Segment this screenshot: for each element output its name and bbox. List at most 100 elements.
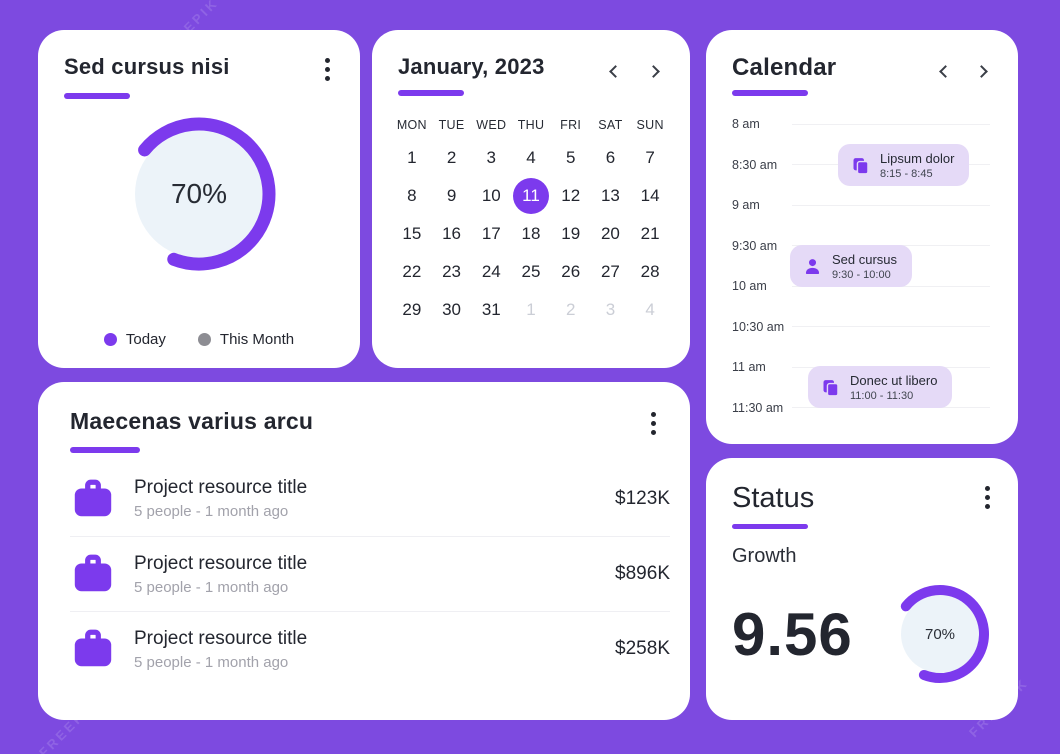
calendar-day[interactable]: 28 (640, 262, 660, 281)
time-label: 9 am (732, 198, 760, 213)
calendar-day[interactable]: 6 (605, 148, 616, 167)
briefcase-icon (74, 554, 112, 592)
title-accent-bar (732, 90, 808, 96)
calendar-day[interactable]: 22 (402, 262, 422, 281)
timeline-row: 9 am (706, 185, 1018, 226)
timeline-row: 8 am (706, 104, 1018, 145)
calendar-day[interactable]: 16 (442, 224, 462, 243)
time-label: 10 am (732, 279, 767, 294)
calendar-day[interactable]: 31 (481, 300, 501, 319)
calendar-day[interactable]: 9 (446, 186, 457, 205)
calendar-day[interactable]: 26 (561, 262, 581, 281)
project-value: $896K (615, 563, 670, 584)
calendar-day[interactable]: 21 (640, 224, 660, 243)
time-label: 10:30 am (732, 319, 785, 334)
chart-legend: Today This Month (38, 331, 360, 348)
project-subtitle: 5 people - 1 month ago (134, 578, 289, 596)
calendar-day[interactable]: 17 (481, 224, 501, 243)
title-accent-bar (732, 524, 808, 529)
project-title: Project resource title (134, 552, 308, 574)
calendar-day[interactable]: 23 (442, 262, 462, 281)
weekday-label: FRI (560, 118, 582, 132)
calendar-day[interactable]: 8 (407, 186, 417, 205)
copy-icon (853, 157, 869, 175)
kebab-menu-icon[interactable] (647, 408, 660, 439)
calendar-day-selected[interactable]: 11 (512, 178, 549, 214)
chevron-right-icon (974, 64, 988, 78)
calendar-day[interactable]: 15 (402, 224, 422, 243)
calendar-event[interactable]: Sed cursus 9:30 - 10:00 (790, 245, 913, 287)
timeline-row: 10:30 am (706, 307, 1018, 348)
copy-icon (823, 379, 839, 397)
time-gridline (792, 326, 990, 328)
chevron-right-icon (646, 64, 660, 78)
event-title: Donec ut libero (850, 372, 938, 388)
month-grid: 1 2 3 4 5 6 7 8 9 10 11 12 13 14 15 16 17 18 19 20 21 22 23 24 2… (372, 140, 690, 328)
calendar-day[interactable]: 29 (402, 300, 422, 319)
weekday-label: SUN (636, 118, 664, 132)
calendar-day[interactable]: 30 (442, 300, 462, 319)
project-list: Project resource title 5 people - 1 mont… (70, 461, 670, 686)
card-title: January, 2023 (398, 54, 545, 79)
project-row[interactable]: Project resource title 5 people - 1 mont… (70, 536, 670, 611)
calendar-day[interactable]: 12 (561, 186, 581, 205)
calendar-day[interactable]: 1 (407, 148, 417, 167)
calendar-day[interactable]: 7 (645, 148, 655, 167)
weekday-label: MON (396, 118, 427, 132)
briefcase-icon (74, 479, 112, 516)
time-label: 8 am (732, 117, 760, 132)
calendar-day[interactable]: 10 (481, 186, 501, 205)
title-accent-bar (64, 93, 130, 99)
project-value: $123K (615, 487, 670, 509)
kebab-menu-icon[interactable] (981, 482, 994, 513)
chevron-left-icon (608, 64, 622, 78)
schedule-nav (934, 60, 992, 82)
calendar-event[interactable]: Donec ut libero 11:00 - 11:30 (808, 366, 953, 408)
weekday-label: WED (476, 118, 507, 132)
prev-day-button[interactable] (934, 60, 956, 82)
calendar-day[interactable]: 20 (600, 224, 620, 243)
time-label: 8:30 am (732, 157, 778, 172)
calendar-day[interactable]: 19 (561, 224, 581, 243)
project-row[interactable]: Project resource title 5 people - 1 mont… (70, 461, 670, 536)
next-month-button[interactable] (642, 60, 664, 82)
time-gridline (792, 123, 990, 125)
status-donut-chart: 70% (888, 582, 992, 686)
prev-month-button[interactable] (604, 60, 626, 82)
calendar-day[interactable]: 2 (565, 300, 576, 319)
legend-dot-icon (103, 333, 117, 346)
calendar-day[interactable]: 2 (446, 148, 457, 167)
project-row[interactable]: Project resource title 5 people - 1 mont… (70, 611, 670, 686)
kebab-menu-icon[interactable] (321, 54, 334, 85)
calendar-day[interactable]: 1 (526, 300, 536, 319)
timeline: 8 am 8:30 am 9 am 9:30 am 10 am 10:30 am 11 am… (706, 104, 1018, 440)
status-card: Status Growth 9.56 70% (706, 458, 1018, 720)
calendar-day[interactable]: 3 (486, 148, 497, 167)
next-day-button[interactable] (970, 60, 992, 82)
briefcase-icon (74, 629, 112, 667)
time-label: 11 am (732, 360, 766, 375)
calendar-day[interactable]: 5 (565, 148, 576, 167)
weekday-label: SAT (598, 118, 623, 132)
legend-dot-icon (197, 333, 211, 346)
project-subtitle: 5 people - 1 month ago (134, 653, 289, 671)
calendar-day[interactable]: 18 (521, 224, 541, 243)
project-subtitle: 5 people - 1 month ago (134, 503, 289, 520)
donut-chart-svg (122, 117, 276, 271)
calendar-day[interactable]: 4 (645, 300, 655, 319)
calendar-day[interactable]: 25 (521, 262, 541, 281)
card-title: Calendar (732, 54, 837, 81)
calendar-day[interactable]: 13 (600, 186, 620, 205)
calendar-day[interactable]: 4 (526, 148, 536, 167)
event-title: Lipsum dolor (880, 150, 955, 166)
calendar-day[interactable]: 24 (481, 262, 501, 281)
person-icon (805, 258, 820, 274)
calendar-event[interactable]: Lipsum dolor 8:15 - 8:45 (838, 144, 970, 186)
calendar-day[interactable]: 3 (605, 300, 616, 319)
status-subtitle: Growth (732, 545, 797, 567)
calendar-day[interactable]: 27 (600, 262, 620, 281)
calendar-day[interactable]: 14 (640, 186, 660, 205)
event-title: Sed cursus (832, 251, 898, 267)
schedule-card: Calendar 8 am 8:30 am 9 am 9:30 am 10 am 10:3… (706, 30, 1018, 444)
